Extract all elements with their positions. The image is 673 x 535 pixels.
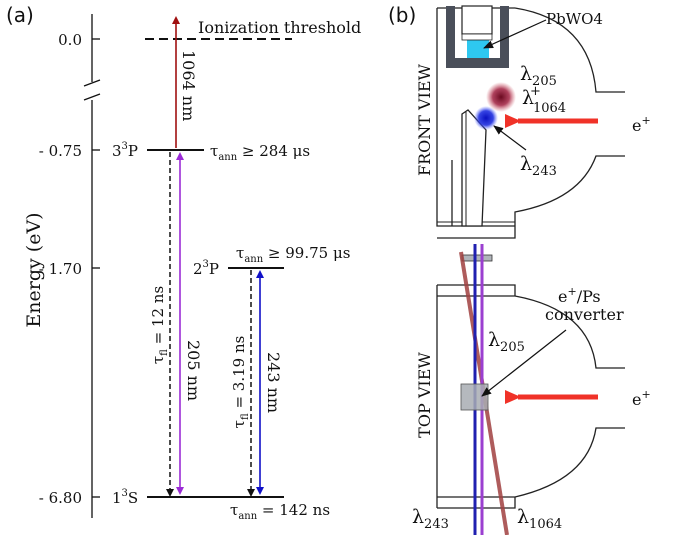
front-lambda-1064: λ+ 1064 xyxy=(522,84,566,116)
level-2p-lifetime: τann ≥ 99.75 μs xyxy=(236,244,350,265)
top-converter-target xyxy=(460,383,489,411)
front-chamber-outline xyxy=(436,7,625,239)
front-converter-target xyxy=(461,109,487,227)
front-lambda-205: λ205 xyxy=(520,63,557,89)
front-view-label: FRONT VIEW xyxy=(415,63,434,176)
level-2p-label: 23P xyxy=(193,259,219,278)
pbwo4-label: PbWO4 xyxy=(546,10,603,28)
transition-243-label: 243 nm xyxy=(264,352,283,413)
tick-label-2: - 1.70 xyxy=(39,260,82,278)
top-lambda-1064: λ1064 xyxy=(517,506,562,532)
top-lambda-205: λ205 xyxy=(488,329,525,355)
ionization-threshold-label: Ionization threshold xyxy=(198,18,361,37)
converter-pointer xyxy=(481,329,567,397)
top-lambda-243: λ243 xyxy=(412,506,449,532)
level-1s-label: 13S xyxy=(112,488,138,507)
panel-a: (a) 0.0 - 0.75 - 1.70 - 6.80 Energy (eV)… xyxy=(6,3,361,522)
axis-break-mark-1 xyxy=(83,79,101,87)
top-window xyxy=(461,254,493,262)
tick-label-0: 0.0 xyxy=(58,31,82,49)
panel-a-label: (a) xyxy=(6,3,34,27)
converter-label-line1: e+/Ps xyxy=(558,285,601,306)
top-positron-label: e+ xyxy=(632,388,651,409)
detector-inner-white xyxy=(461,33,493,41)
transition-1064-label: 1064 nm xyxy=(179,50,198,121)
detector-housing xyxy=(446,6,509,68)
front-positron-label: e+ xyxy=(632,114,651,135)
converter-label-line2: converter xyxy=(545,305,624,324)
detector-top-block xyxy=(461,5,493,35)
top-view-label: TOP VIEW xyxy=(415,352,434,438)
ps-cloud-243 xyxy=(474,106,498,130)
panel-b: (b) FRONT VIEW PbWO4 λ205 λ+ 1064 λ243 xyxy=(388,3,651,535)
top-chamber-outline xyxy=(436,284,625,509)
panel-b-label: (b) xyxy=(388,3,416,27)
pbwo4-pointer xyxy=(483,19,547,49)
fluorescence-3p-label: τfl = 12 ns xyxy=(149,286,170,364)
level-3p-label: 33P xyxy=(112,141,138,160)
tick-label-1: - 0.75 xyxy=(39,142,82,160)
axis-break-mark-2 xyxy=(83,93,101,101)
front-lambda-243-pointer xyxy=(493,125,527,151)
tick-label-3: - 6.80 xyxy=(39,489,82,507)
level-1s-lifetime: τann = 142 ns xyxy=(230,501,330,522)
level-3p-lifetime: τann ≥ 284 μs xyxy=(210,142,310,163)
transition-205-label: 205 nm xyxy=(184,340,203,401)
excited-ps-cloud xyxy=(486,82,516,112)
front-lambda-243: λ243 xyxy=(520,153,557,179)
axis-title: Energy (eV) xyxy=(23,212,45,327)
fluorescence-2p-label: τfl = 3.19 ns xyxy=(230,336,251,429)
